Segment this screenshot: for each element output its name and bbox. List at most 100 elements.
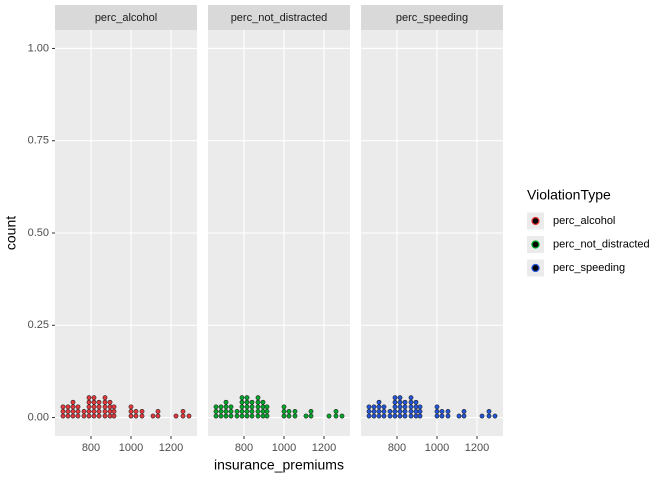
x-tick-label: 800 [235,442,253,454]
dot [366,409,372,414]
x-tick-label: 1200 [312,442,336,454]
dot [223,404,229,410]
dot [308,409,314,414]
dot [281,404,287,410]
dot [439,413,445,419]
dot [75,409,81,414]
dot [381,413,387,419]
dot [96,399,102,405]
dot [244,409,250,414]
dot [445,409,451,414]
dot [111,404,117,410]
dot [333,413,339,419]
dot [260,399,266,405]
dot [86,399,92,405]
dot [255,399,261,405]
dot [402,399,408,405]
dot [255,395,261,401]
legend-marker [531,240,540,249]
dot [492,413,498,419]
dot [91,409,97,414]
dot [260,409,266,414]
legend-label: perc_not_distracted [553,238,650,250]
dot [102,395,108,401]
dot [439,409,445,414]
dot [366,404,372,410]
dot [333,409,339,414]
dot [86,409,92,414]
dot [239,404,245,410]
dot [128,413,134,419]
dot [402,413,408,419]
dot [260,404,266,410]
x-tick-label: 1000 [119,442,143,454]
dot [180,409,186,414]
dot [102,409,108,414]
dot [392,404,398,410]
dot [339,413,345,419]
dot [218,409,224,414]
dot [86,395,92,401]
legend-label: perc_speeding [553,262,625,274]
dot [150,413,156,419]
dot [180,413,186,419]
dot [244,399,250,405]
dot [255,413,261,419]
dot [65,413,71,419]
dot [139,409,145,414]
dot [286,413,292,419]
dot [397,413,403,419]
dot [255,409,261,414]
y-tick-label: 0.50 [28,227,49,239]
dot [70,413,76,419]
legend-label: perc_alcohol [553,215,615,227]
dot [186,413,192,419]
dot [408,395,414,401]
dot [244,404,250,410]
dot [397,409,403,414]
dot [133,409,139,414]
dot [417,409,423,414]
dot [292,409,298,414]
legend-marker [531,216,540,226]
y-tick-label: 1.00 [28,42,49,54]
dot [223,399,229,405]
dot [461,409,467,414]
dot [486,413,492,419]
dot [281,409,287,414]
dot [239,395,245,401]
x-tick-label: 1200 [159,442,183,454]
dot [376,404,382,410]
dot [434,413,440,419]
y-tick-label: 0.75 [28,135,49,147]
dot [413,413,419,419]
dot [91,399,97,405]
strip-bg [361,5,503,30]
dot [292,413,298,419]
dot [392,399,398,405]
dot [249,399,255,405]
dot [70,399,76,405]
dot [228,409,234,414]
dot [392,395,398,401]
x-tick-label: 800 [82,442,100,454]
dot [70,409,76,414]
dot [213,409,219,414]
dot [249,413,255,419]
dot [264,404,270,410]
dot [387,409,393,414]
dot [264,409,270,414]
dot [461,413,467,419]
y-tick-label: 0.25 [28,319,49,331]
dot [486,409,492,414]
dot [376,399,382,405]
dot [417,413,423,419]
dot [249,409,255,414]
dot [479,413,485,419]
legend-title: ViolationType [527,187,611,203]
dot [255,404,261,410]
dot [91,395,97,401]
dot [417,404,423,410]
dot [413,404,419,410]
dot [81,413,87,419]
